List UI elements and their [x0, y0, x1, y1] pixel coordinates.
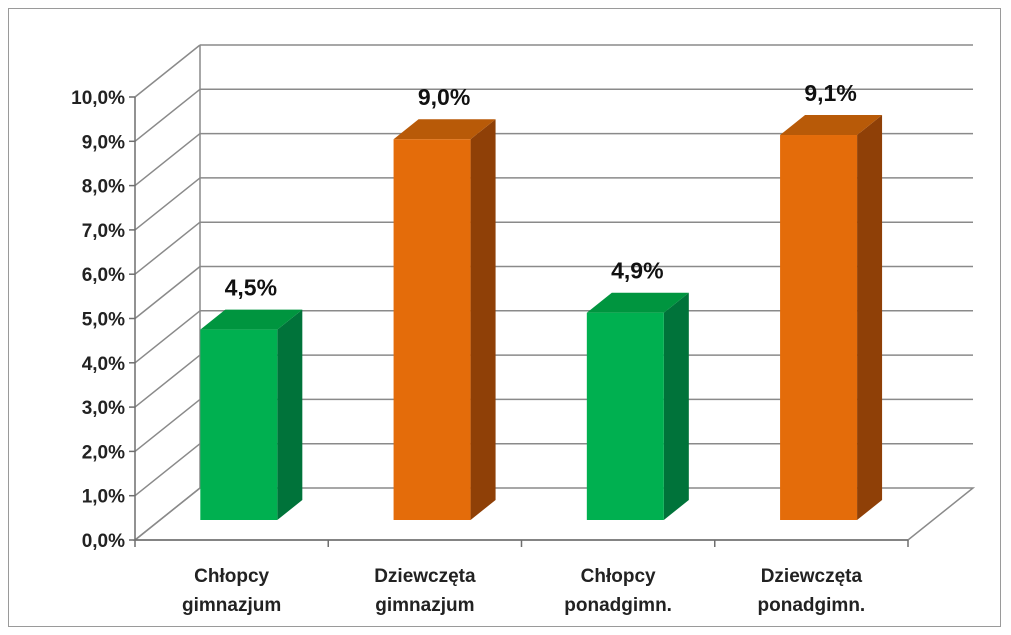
gridline-side: [134, 44, 201, 98]
x-tick-label: Chłopcy: [194, 566, 269, 587]
bar-top: [393, 119, 496, 140]
y-tick-label: 8,0%: [82, 177, 125, 198]
y-tick-label: 3,0%: [82, 398, 125, 419]
data-label: 4,9%: [611, 258, 663, 284]
bar: [780, 135, 858, 520]
gridline-side: [134, 443, 201, 497]
gridline-side: [134, 133, 201, 187]
x-tick-label: Dziewczęta: [374, 566, 476, 587]
gridline-side: [134, 88, 201, 142]
y-tick-label: 2,0%: [82, 442, 125, 463]
x-tick-label: ponadgimn.: [758, 595, 866, 616]
bar-side: [857, 115, 883, 520]
bar-top: [200, 309, 303, 330]
x-tick-label: ponadgimn.: [564, 595, 672, 616]
bar: [393, 139, 471, 520]
bar-side: [277, 309, 303, 520]
gridline-side: [134, 265, 201, 320]
y-tick-label: 6,0%: [82, 265, 125, 286]
y-tick-label: 9,0%: [82, 132, 125, 153]
gridline-side: [134, 177, 201, 231]
gridline-side: [134, 221, 201, 275]
gridline-side: [134, 487, 201, 541]
x-tick-label: Dziewczęta: [761, 566, 863, 587]
y-tick-label: 10,0%: [71, 88, 125, 109]
bar-top: [586, 292, 689, 313]
gridline-side: [134, 354, 201, 408]
data-label: 4,5%: [225, 275, 277, 301]
data-label: 9,1%: [804, 80, 856, 106]
gridline-side: [134, 310, 201, 364]
bar-top: [780, 115, 883, 136]
bar-side: [470, 119, 496, 520]
y-tick-label: 1,0%: [82, 487, 125, 508]
bar: [200, 329, 278, 520]
x-tick-label: gimnazjum: [182, 595, 281, 616]
x-tick-label: gimnazjum: [375, 595, 474, 616]
data-label: 9,0%: [418, 84, 470, 110]
y-tick-label: 4,0%: [82, 354, 125, 375]
y-tick-label: 7,0%: [82, 221, 125, 242]
bar-side: [663, 292, 689, 520]
y-tick-label: 0,0%: [82, 531, 125, 552]
bar: [586, 312, 664, 520]
x-tick-label: Chłopcy: [581, 566, 656, 587]
gridline-side: [134, 398, 201, 452]
y-tick-label: 5,0%: [82, 310, 125, 331]
